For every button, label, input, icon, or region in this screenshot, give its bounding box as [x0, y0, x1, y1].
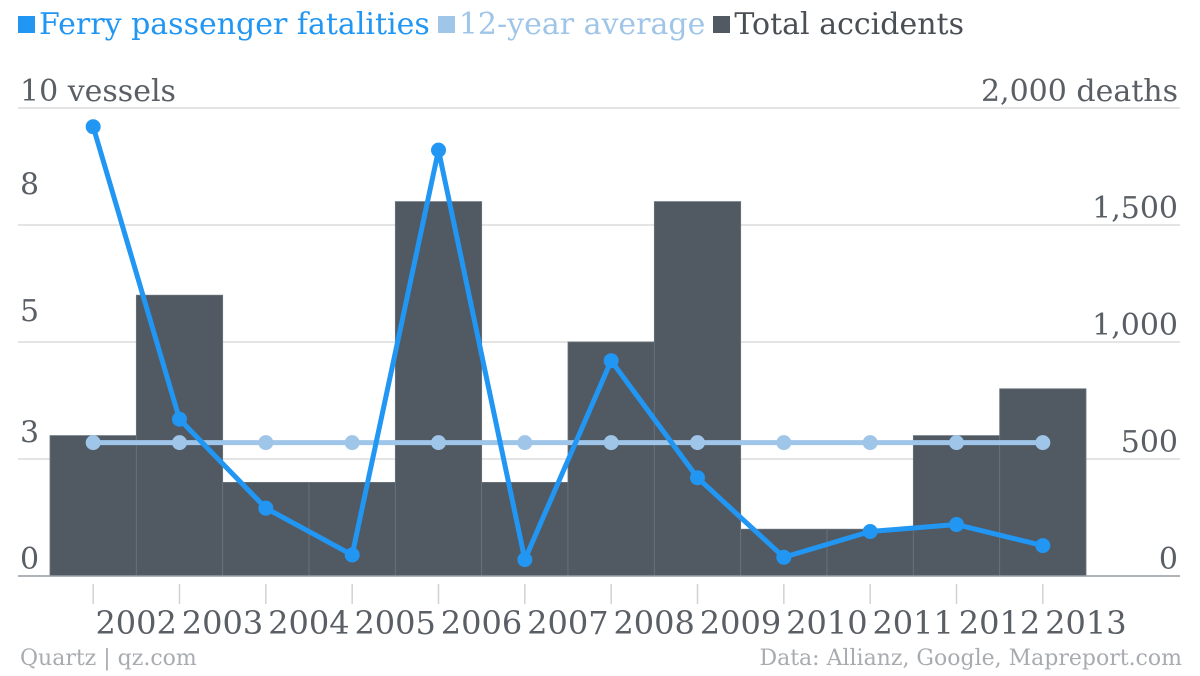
- left-axis-tick-label: 5: [20, 294, 39, 329]
- legend-label-average: 12-year average: [458, 6, 706, 42]
- point-12-year-average-2004: [258, 435, 274, 451]
- point-12-year-average-2007: [517, 435, 533, 451]
- x-tick-label-2003: 2003: [182, 604, 263, 642]
- point-ferry-passenger-fatalities-2012: [949, 517, 964, 533]
- point-12-year-average-2002: [85, 435, 101, 451]
- left-axis-tick-label: 8: [20, 168, 39, 203]
- bar-2008: [567, 341, 655, 577]
- tick-labels: 0 3 5 8 10 vessels 0 500 1,000 1,500 2,000 deaths…: [20, 74, 1178, 642]
- legend-item-fatalities: Ferry passenger fatalities: [18, 7, 430, 42]
- bar-2002: [49, 435, 137, 577]
- bar-2009: [653, 201, 742, 577]
- point-12-year-average-2008: [603, 435, 619, 451]
- x-tick-label-2011: 2011: [872, 604, 953, 642]
- point-ferry-passenger-fatalities-2009: [690, 470, 705, 486]
- x-tick-label-2008: 2008: [613, 604, 694, 642]
- legend-item-average: 12-year average: [437, 6, 706, 42]
- bar-2012: [912, 435, 1001, 577]
- lines: [85, 119, 1051, 568]
- right-axis-tick-label: 2,000 deaths: [981, 74, 1178, 109]
- bar-2006: [394, 201, 483, 577]
- source-credit: Quartz | qz.com: [20, 646, 197, 671]
- point-ferry-passenger-fatalities-2003: [172, 411, 187, 427]
- data-source: Data: Allianz, Google, Mapreport.com: [759, 646, 1182, 671]
- legend-label-accidents: Total accidents: [734, 6, 965, 42]
- point-12-year-average-2012: [949, 435, 964, 451]
- legend-swatch-average: [437, 15, 455, 33]
- point-ferry-passenger-fatalities-2013: [1035, 538, 1051, 554]
- x-tick-label-2009: 2009: [700, 604, 781, 642]
- x-tick-label-2006: 2006: [441, 604, 522, 642]
- point-12-year-average-2005: [344, 435, 360, 451]
- point-ferry-passenger-fatalities-2007: [517, 552, 533, 568]
- legend-label-fatalities: Ferry passenger fatalities: [39, 6, 430, 42]
- point-ferry-passenger-fatalities-2005: [344, 547, 360, 563]
- point-ferry-passenger-fatalities-2011: [862, 524, 878, 540]
- legend-item-accidents: Total accidents: [713, 7, 964, 42]
- bars-total-accidents: [49, 201, 1087, 577]
- point-ferry-passenger-fatalities-2010: [776, 549, 792, 565]
- point-ferry-passenger-fatalities-2006: [431, 142, 446, 158]
- x-tick-label-2012: 2012: [959, 604, 1040, 642]
- right-axis-tick-label: 500: [1121, 425, 1178, 460]
- bar-2004: [222, 481, 310, 577]
- x-tick-label-2010: 2010: [786, 604, 867, 642]
- point-ferry-passenger-fatalities-2008: [603, 353, 619, 369]
- right-axis-tick-label: 1,000: [1092, 308, 1178, 343]
- right-axis-tick-label: 1,500: [1092, 191, 1178, 226]
- point-12-year-average-2011: [862, 435, 878, 451]
- left-axis-tick-label: 10 vessels: [20, 74, 176, 109]
- point-ferry-passenger-fatalities-2002: [85, 119, 101, 135]
- x-tick-label-2013: 2013: [1045, 604, 1126, 642]
- x-tick-label-2007: 2007: [527, 604, 608, 642]
- line-ferry-passenger-fatalities: [90, 126, 1044, 563]
- point-12-year-average-2006: [431, 435, 446, 451]
- legend-swatch-accidents: [713, 15, 731, 33]
- chart-legend: Ferry passenger fatalities 12-year avera…: [18, 4, 964, 44]
- legend-swatch-fatalities: [18, 15, 35, 33]
- left-axis-tick-label: 0: [20, 542, 39, 577]
- axes: [18, 575, 1180, 604]
- point-12-year-average-2013: [1035, 435, 1051, 451]
- point-12-year-average-2009: [690, 435, 705, 451]
- point-ferry-passenger-fatalities-2004: [258, 500, 274, 516]
- point-12-year-average-2003: [172, 435, 187, 451]
- x-tick-label-2002: 2002: [95, 604, 176, 642]
- left-axis-tick-label: 3: [20, 416, 39, 451]
- point-12-year-average-2010: [776, 435, 792, 451]
- x-tick-label-2005: 2005: [354, 604, 435, 642]
- right-axis-tick-label: 0: [1159, 542, 1178, 577]
- x-tick-label-2004: 2004: [268, 604, 349, 642]
